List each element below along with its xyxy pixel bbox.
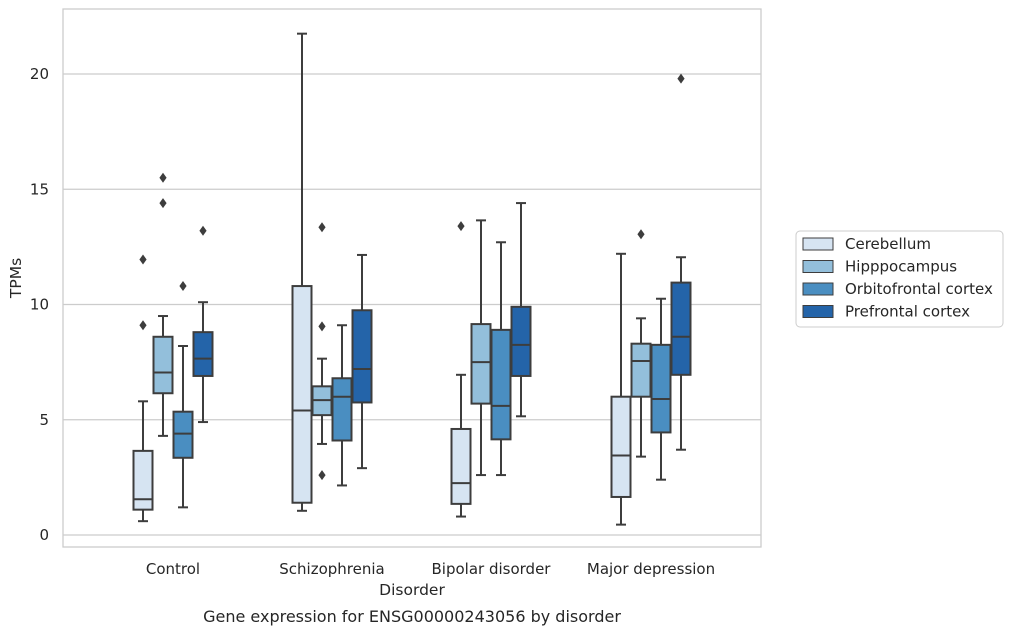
outlier-point	[637, 229, 645, 240]
outlier-point	[179, 281, 187, 292]
outlier-point	[677, 73, 685, 84]
figure-caption: Gene expression for ENSG00000243056 by d…	[203, 607, 621, 626]
legend-swatch	[802, 237, 834, 251]
box	[291, 285, 313, 504]
box-group	[650, 297, 672, 481]
x-tick-label: Major depression	[587, 560, 715, 578]
box	[152, 335, 174, 395]
box	[351, 309, 373, 404]
legend-label: Prefrontal cortex	[845, 303, 970, 321]
plot-area-frame	[62, 8, 762, 548]
outlier-point	[159, 198, 167, 209]
box	[132, 449, 154, 511]
box	[650, 343, 672, 434]
legend-frame	[795, 230, 1004, 328]
y-tick-label: 5	[39, 411, 49, 429]
boxes	[132, 32, 692, 526]
box	[510, 305, 532, 377]
box-group	[670, 73, 692, 451]
legend-label: Hipppocampus	[845, 258, 957, 276]
box	[490, 328, 512, 441]
box-group	[490, 241, 512, 477]
box-group	[192, 225, 214, 424]
box-group	[630, 229, 652, 458]
outlier-point	[199, 225, 207, 236]
y-tick-label: 0	[39, 526, 49, 544]
box	[172, 410, 194, 459]
box-group	[311, 222, 333, 481]
y-tick-label: 15	[30, 180, 49, 198]
y-tick-label: 20	[30, 65, 49, 83]
box-group	[152, 172, 174, 437]
x-axis-ticks: Control Schizophrenia Bipolar disorder Majo…	[146, 560, 715, 578]
box-group	[610, 252, 632, 526]
box-group	[172, 281, 194, 509]
box	[610, 395, 632, 498]
box	[670, 281, 692, 376]
legend-swatch	[802, 305, 834, 318]
x-tick-label: Control	[146, 560, 200, 578]
box	[450, 427, 472, 505]
box-group	[132, 254, 154, 523]
y-tick-label: 10	[30, 296, 49, 314]
outlier-point	[139, 254, 147, 265]
outlier-point	[159, 172, 167, 183]
outlier-point	[318, 470, 326, 481]
box-group	[291, 32, 313, 512]
legend-items: Cerebellum Hipppocampus Orbitofrontal cort…	[802, 235, 993, 321]
x-tick-label: Schizophrenia	[279, 560, 384, 578]
box	[331, 377, 353, 442]
legend-swatch	[802, 282, 834, 296]
legend-label: Orbitofrontal cortex	[845, 280, 993, 298]
legend-swatch	[802, 260, 834, 273]
x-tick-label: Bipolar disorder	[432, 560, 552, 578]
box-group	[450, 221, 472, 518]
box-group	[470, 219, 492, 477]
legend-label: Cerebellum	[845, 235, 931, 253]
outlier-point	[457, 221, 465, 232]
x-axis-title: Disorder	[379, 581, 445, 599]
gridlines	[63, 73, 761, 536]
legend: Cerebellum Hipppocampus Orbitofrontal cort…	[795, 230, 1004, 328]
outlier-point	[139, 320, 147, 331]
outlier-point	[318, 321, 326, 332]
box-group	[510, 202, 532, 418]
box-group	[351, 253, 373, 470]
box	[192, 331, 214, 377]
box	[630, 342, 652, 398]
box	[470, 323, 492, 405]
y-axis-ticks: 0 5 10 15 20	[30, 65, 49, 544]
box-group	[331, 324, 353, 487]
outlier-point	[318, 222, 326, 233]
y-axis-title: TPMs	[7, 258, 25, 299]
